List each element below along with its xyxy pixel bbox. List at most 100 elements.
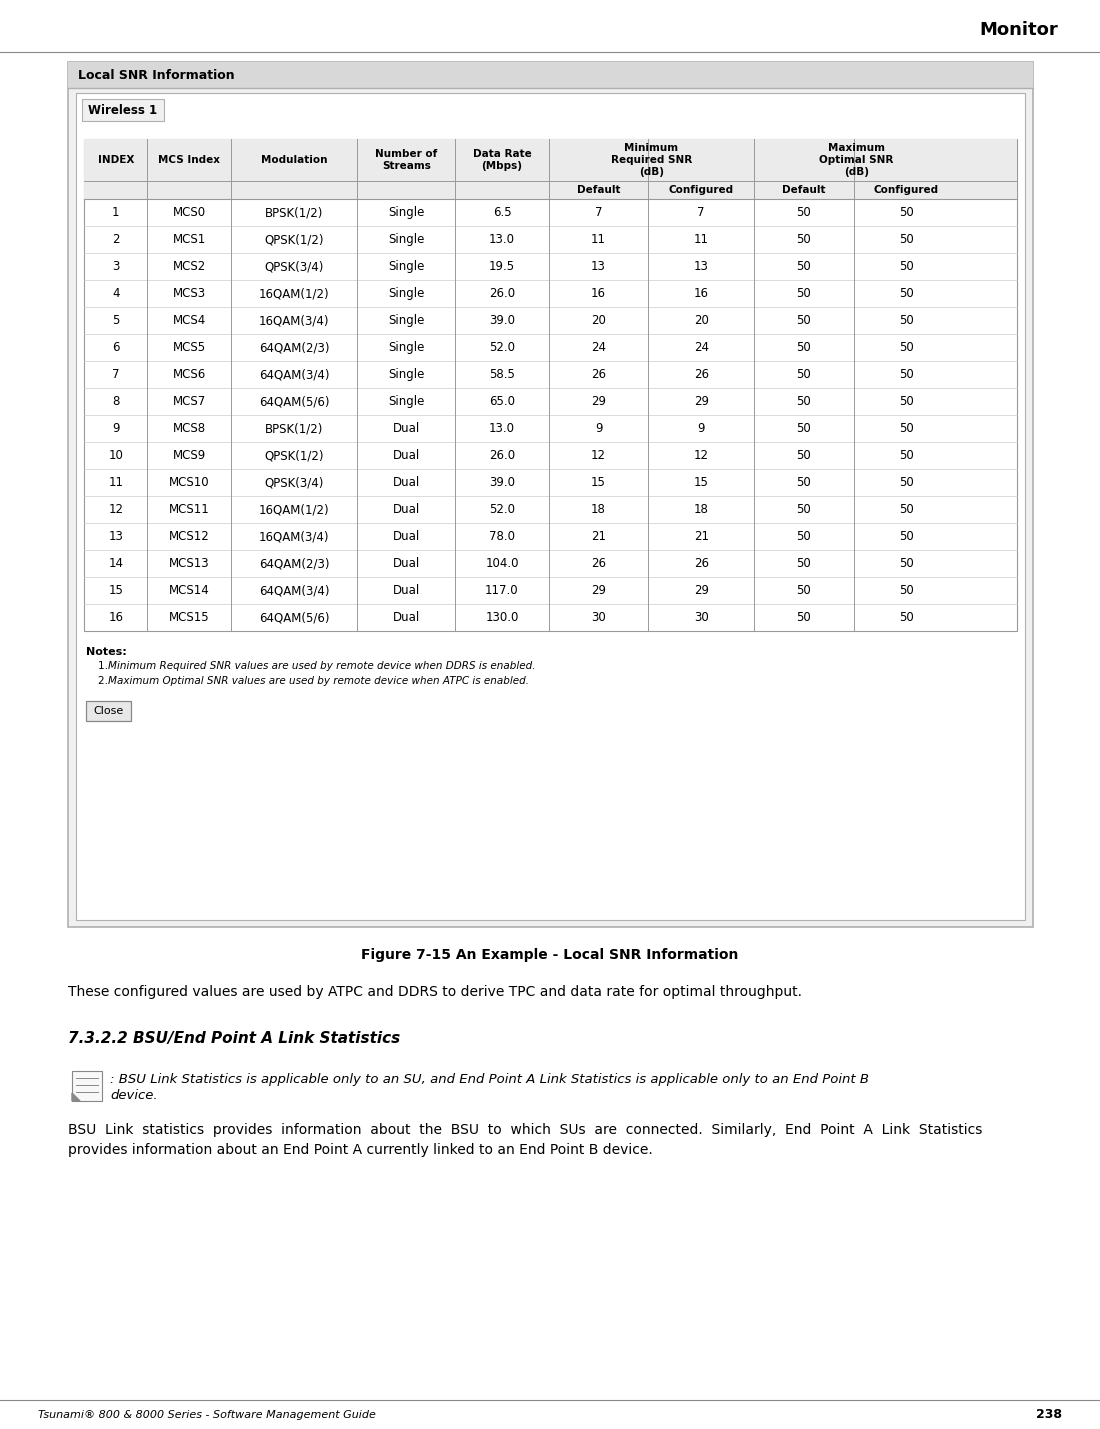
Text: 16QAM(1/2): 16QAM(1/2)	[260, 503, 330, 516]
Text: 78.0: 78.0	[490, 530, 515, 543]
Text: MCS8: MCS8	[173, 422, 206, 434]
Text: Monitor: Monitor	[979, 21, 1058, 39]
Text: Single: Single	[388, 314, 425, 327]
Text: Minimum Required SNR values are used by remote device when DDRS is enabled.: Minimum Required SNR values are used by …	[108, 662, 536, 672]
Text: MCS9: MCS9	[173, 449, 206, 462]
Text: 4: 4	[112, 287, 120, 300]
Text: 12: 12	[694, 449, 708, 462]
Text: 18: 18	[694, 503, 708, 516]
Text: 50: 50	[899, 476, 914, 489]
Bar	[84, 139, 1018, 632]
Text: MCS10: MCS10	[169, 476, 210, 489]
Text: 50: 50	[899, 287, 914, 300]
Text: 12: 12	[591, 449, 606, 462]
Bar	[84, 139, 1018, 199]
Text: 1.: 1.	[98, 662, 113, 672]
Text: 29: 29	[591, 584, 606, 597]
Text: 15: 15	[108, 584, 123, 597]
Text: QPSK(1/2): QPSK(1/2)	[265, 449, 324, 462]
Text: Single: Single	[388, 342, 425, 354]
Text: MCS12: MCS12	[169, 530, 210, 543]
Text: Local SNR Information: Local SNR Information	[78, 69, 234, 81]
Text: Number of
Streams: Number of Streams	[375, 149, 438, 171]
Text: 50: 50	[796, 476, 811, 489]
Text: Dual: Dual	[393, 612, 420, 624]
Text: 26: 26	[694, 369, 708, 382]
Text: Dual: Dual	[393, 557, 420, 570]
Text: 20: 20	[694, 314, 708, 327]
Text: Tsunami® 800 & 8000 Series - Software Management Guide: Tsunami® 800 & 8000 Series - Software Ma…	[39, 1410, 376, 1420]
Text: 24: 24	[591, 342, 606, 354]
Text: QPSK(1/2): QPSK(1/2)	[265, 233, 324, 246]
Text: Single: Single	[388, 206, 425, 219]
Text: 50: 50	[796, 449, 811, 462]
Text: 21: 21	[694, 530, 708, 543]
Text: Wireless 1: Wireless 1	[88, 103, 157, 117]
Text: device.: device.	[110, 1089, 157, 1102]
Text: Notes:: Notes:	[86, 647, 126, 657]
Text: 50: 50	[899, 449, 914, 462]
Text: 52.0: 52.0	[490, 503, 515, 516]
Text: 29: 29	[694, 394, 708, 409]
Text: 11: 11	[108, 476, 123, 489]
Text: 6.5: 6.5	[493, 206, 512, 219]
Text: Single: Single	[388, 260, 425, 273]
Text: INDEX: INDEX	[98, 154, 134, 164]
Text: 13: 13	[694, 260, 708, 273]
Text: 15: 15	[591, 476, 606, 489]
Text: 238: 238	[1036, 1409, 1062, 1422]
Text: 50: 50	[796, 422, 811, 434]
Text: 50: 50	[796, 314, 811, 327]
Text: 7: 7	[697, 206, 705, 219]
Text: 64QAM(2/3): 64QAM(2/3)	[260, 557, 330, 570]
Text: 29: 29	[591, 394, 606, 409]
Text: Data Rate
(Mbps): Data Rate (Mbps)	[473, 149, 531, 171]
Text: Single: Single	[388, 369, 425, 382]
Text: 26: 26	[694, 557, 708, 570]
Text: 50: 50	[796, 530, 811, 543]
Text: 50: 50	[796, 394, 811, 409]
Text: MCS6: MCS6	[173, 369, 206, 382]
Text: 30: 30	[694, 612, 708, 624]
Text: Dual: Dual	[393, 449, 420, 462]
Text: MCS11: MCS11	[169, 503, 210, 516]
Polygon shape	[72, 1093, 80, 1100]
Text: 9: 9	[112, 422, 120, 434]
Text: 50: 50	[899, 394, 914, 409]
Text: 50: 50	[899, 206, 914, 219]
Text: 11: 11	[694, 233, 708, 246]
Text: BPSK(1/2): BPSK(1/2)	[265, 206, 323, 219]
Text: 21: 21	[591, 530, 606, 543]
Text: 16: 16	[694, 287, 708, 300]
Text: 7: 7	[595, 206, 603, 219]
Text: 20: 20	[591, 314, 606, 327]
Text: 13.0: 13.0	[490, 422, 515, 434]
Text: 26.0: 26.0	[488, 449, 515, 462]
Text: BPSK(1/2): BPSK(1/2)	[265, 422, 323, 434]
Text: These configured values are used by ATPC and DDRS to derive TPC and data rate fo: These configured values are used by ATPC…	[68, 985, 802, 999]
Text: 64QAM(2/3): 64QAM(2/3)	[260, 342, 330, 354]
Text: 2: 2	[112, 233, 120, 246]
Text: Default: Default	[576, 184, 620, 194]
Text: 50: 50	[899, 233, 914, 246]
Text: 39.0: 39.0	[490, 476, 515, 489]
Text: 65.0: 65.0	[490, 394, 515, 409]
Text: 26: 26	[591, 369, 606, 382]
Bar	[82, 99, 164, 121]
Bar	[68, 61, 1033, 927]
Text: 104.0: 104.0	[485, 557, 519, 570]
Text: MCS0: MCS0	[173, 206, 206, 219]
Bar	[76, 93, 1025, 920]
Text: 64QAM(5/6): 64QAM(5/6)	[260, 394, 330, 409]
Text: 64QAM(5/6): 64QAM(5/6)	[260, 612, 330, 624]
Text: Configured: Configured	[669, 184, 734, 194]
Text: 14: 14	[108, 557, 123, 570]
Text: Dual: Dual	[393, 422, 420, 434]
Text: provides information about an End Point A currently linked to an End Point B dev: provides information about an End Point …	[68, 1143, 652, 1157]
Text: 50: 50	[899, 584, 914, 597]
Text: 50: 50	[899, 422, 914, 434]
Text: 64QAM(3/4): 64QAM(3/4)	[260, 584, 330, 597]
Text: 16QAM(1/2): 16QAM(1/2)	[260, 287, 330, 300]
Text: Configured: Configured	[873, 184, 939, 194]
Text: Dual: Dual	[393, 584, 420, 597]
